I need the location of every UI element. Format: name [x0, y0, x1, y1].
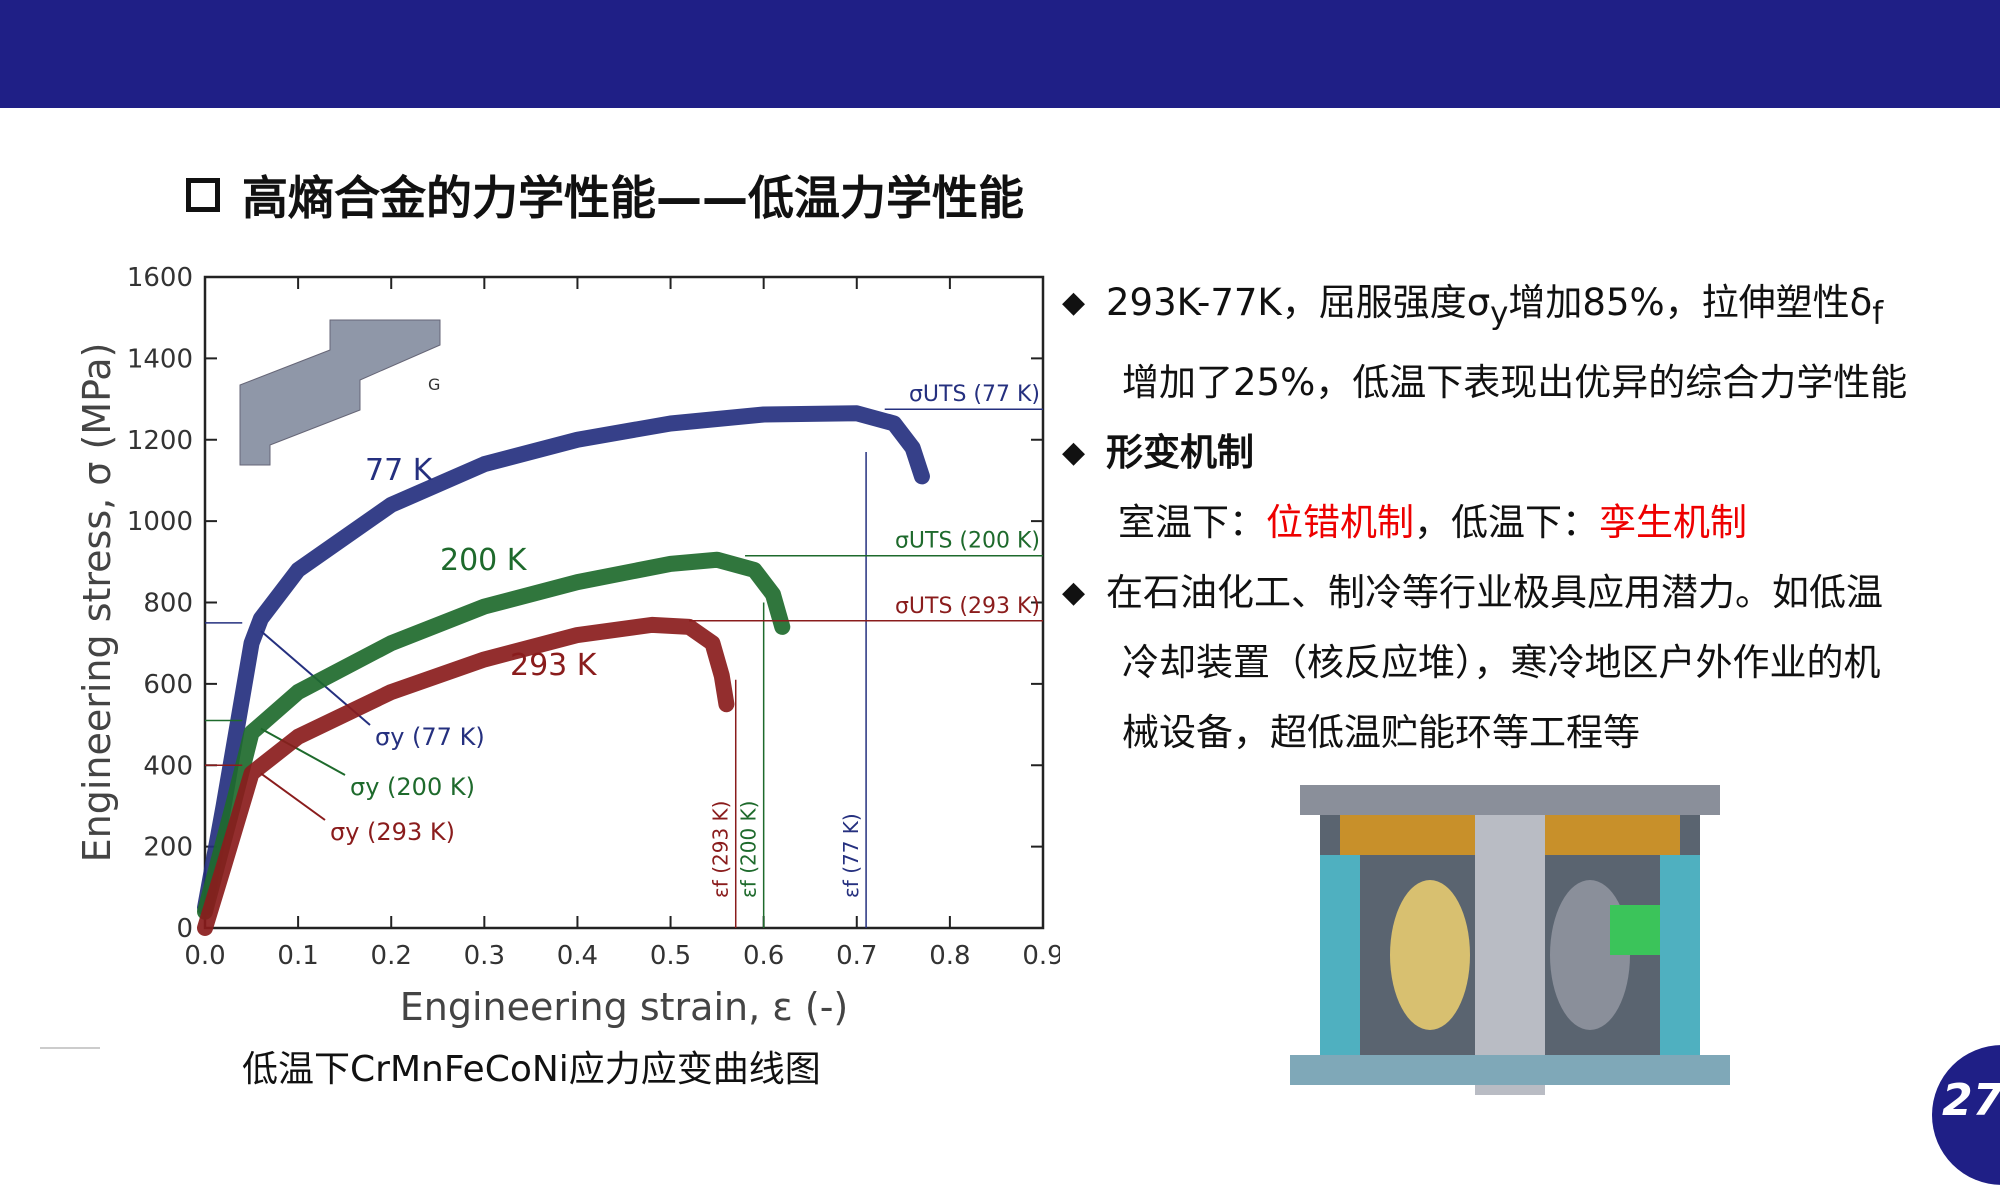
- specimen-inset-icon: [239, 319, 441, 466]
- x-tick-label: 0.8: [929, 941, 970, 971]
- inset-label: G: [428, 375, 440, 394]
- divider: [40, 1047, 100, 1049]
- series-label: 293 K: [510, 648, 598, 683]
- y-tick-label: 1200: [127, 426, 193, 456]
- y-tick-label: 200: [143, 833, 193, 863]
- yield-label: σy (77 K): [375, 723, 485, 751]
- x-tick-label: 0.4: [557, 941, 598, 971]
- page-number: 27: [1942, 1075, 2000, 1126]
- x-tick-label: 0.7: [836, 941, 877, 971]
- ef-label: εf (200 K): [737, 801, 761, 898]
- y-tick-label: 0: [176, 914, 193, 944]
- y-tick-label: 400: [143, 751, 193, 781]
- title-text: 高熵合金的力学性能——低温力学性能: [242, 171, 1024, 225]
- y-axis-label: Engineering stress, σ (MPa): [75, 343, 119, 863]
- bullet-3-text: 在石油化工、制冷等行业极具应用潜力。如低温: [1106, 571, 1883, 615]
- bullet-2-text: 形变机制: [1106, 431, 1254, 475]
- y-tick-label: 1000: [127, 507, 193, 537]
- yield-arrow: [260, 727, 346, 776]
- ef-label: εf (77 K): [839, 813, 863, 898]
- diamond-bullet-icon: ◆: [1062, 285, 1086, 320]
- y-tick-label: 1400: [127, 344, 193, 374]
- figure-caption: 低温下CrMnFeCoNi应力应变曲线图: [242, 1049, 821, 1090]
- yield-label: σy (200 K): [350, 773, 475, 801]
- diamond-bullet-icon: ◆: [1062, 575, 1086, 611]
- series-label: 77 K: [365, 453, 434, 488]
- y-tick-label: 1600: [127, 263, 193, 293]
- stress-strain-chart: 0.0 0.1 0.2 0.3 0.4 0.5 0.6 0.7 0.8 0.9 0 200 400 600…: [75, 263, 1060, 1029]
- y-tick-label: 600: [143, 670, 193, 700]
- x-tick-label: 0.9: [1022, 941, 1060, 971]
- page-number-badge: 27: [1932, 1045, 2000, 1185]
- uts-label: σUTS (77 K): [909, 382, 1040, 407]
- curve-200k: [197, 551, 791, 920]
- bullet-1: ◆ 293K-77K，屈服强度σy增加85%，拉伸塑性δf: [1062, 268, 1962, 348]
- slide-title: 高熵合金的力学性能——低温力学性能: [186, 162, 1024, 228]
- bullet-3-line3: 械设备，超低温贮能环等工程等: [1122, 711, 1640, 755]
- bullet-list: ◆ 293K-77K，屈服强度σy增加85%，拉伸塑性δf 增加了25%，低温下表…: [1062, 268, 1962, 768]
- bullet-2: ◆ 形变机制: [1062, 418, 1962, 488]
- uts-label: σUTS (293 K): [895, 594, 1040, 619]
- x-tick-label: 0.6: [743, 941, 784, 971]
- bullet-3: ◆ 在石油化工、制冷等行业极具应用潜力。如低温: [1062, 558, 1962, 628]
- ef-label: εf (293 K): [709, 801, 733, 898]
- y-tick-label: 800: [143, 589, 193, 619]
- series-label: 200 K: [440, 543, 528, 578]
- bullet-1-line2: 增加了25%，低温下表现出优异的综合力学性能: [1122, 361, 1908, 405]
- diamond-bullet-icon: ◆: [1062, 435, 1086, 471]
- x-tick-label: 0.0: [184, 941, 225, 971]
- square-bullet-icon: [186, 178, 220, 212]
- yield-label: σy (293 K): [330, 818, 455, 846]
- uts-label: σUTS (200 K): [895, 529, 1040, 554]
- yield-arrow: [260, 772, 326, 821]
- x-tick-label: 0.1: [277, 941, 318, 971]
- reactor-illustration: [1290, 785, 1730, 1095]
- x-tick-label: 0.3: [464, 941, 505, 971]
- header-bar: [0, 0, 2000, 108]
- mechanism-line: 室温下：位错机制，低温下：孪生机制: [1118, 501, 1747, 545]
- x-tick-label: 0.2: [371, 941, 412, 971]
- curve-77k: [197, 405, 930, 916]
- x-axis-label: Engineering strain, ε (-): [400, 985, 848, 1029]
- bullet-1-text: 293K-77K，屈服强度σy增加85%，拉伸塑性δf: [1106, 281, 1884, 332]
- x-tick-label: 0.5: [650, 941, 691, 971]
- bullet-3-line2: 冷却装置（核反应堆），寒冷地区户外作业的机: [1122, 641, 1881, 685]
- curve-293k: [197, 616, 735, 936]
